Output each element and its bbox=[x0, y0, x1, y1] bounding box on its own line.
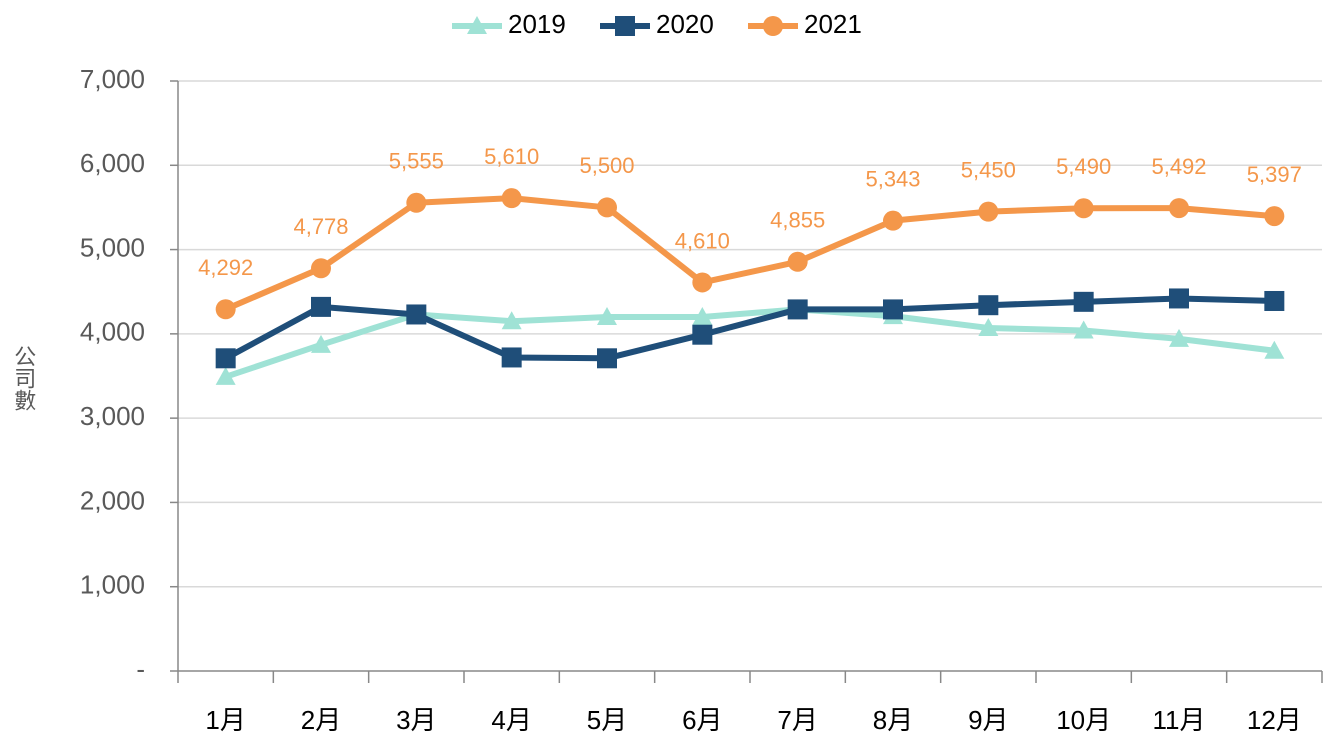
x-tick-label: 5月 bbox=[587, 705, 627, 735]
y-tick-label: 3,000 bbox=[80, 401, 145, 431]
marker bbox=[406, 192, 427, 213]
marker bbox=[883, 299, 903, 320]
legend-label: 2021 bbox=[804, 9, 862, 39]
data-label: 4,778 bbox=[293, 214, 348, 239]
marker bbox=[1169, 328, 1189, 347]
marker bbox=[501, 311, 522, 330]
x-tick-label: 6月 bbox=[682, 705, 722, 735]
marker bbox=[1264, 206, 1285, 227]
marker bbox=[978, 317, 999, 336]
x-tick-label: 2月 bbox=[301, 705, 341, 735]
y-tick-label: 4,000 bbox=[80, 317, 145, 347]
marker bbox=[787, 299, 808, 320]
data-label: 5,555 bbox=[389, 149, 444, 174]
x-tick-label: 9月 bbox=[968, 705, 1008, 735]
y-tick-label: 2,000 bbox=[80, 485, 145, 515]
y-tick-label: 5,000 bbox=[80, 232, 145, 262]
marker bbox=[787, 251, 808, 272]
marker bbox=[501, 347, 522, 368]
marker bbox=[692, 272, 713, 293]
y-tick-label: 6,000 bbox=[80, 148, 145, 178]
marker bbox=[467, 16, 487, 34]
data-label: 5,343 bbox=[865, 166, 920, 191]
y-axis-label: 公司數 bbox=[11, 345, 36, 411]
x-tick-label: 7月 bbox=[777, 705, 817, 735]
marker bbox=[1073, 320, 1094, 339]
marker bbox=[1264, 290, 1285, 311]
marker bbox=[692, 324, 713, 345]
marker bbox=[1264, 340, 1285, 359]
marker bbox=[978, 295, 999, 316]
marker bbox=[501, 188, 522, 209]
marker bbox=[406, 304, 427, 325]
marker bbox=[1073, 291, 1094, 312]
x-tick-label: 4月 bbox=[491, 705, 531, 735]
data-label: 5,500 bbox=[579, 153, 634, 178]
data-label: 4,292 bbox=[198, 255, 253, 280]
marker bbox=[215, 366, 236, 385]
data-label: 4,855 bbox=[770, 208, 825, 233]
data-label: 5,490 bbox=[1056, 154, 1111, 179]
data-label: 5,450 bbox=[961, 157, 1016, 182]
x-tick-label: 3月 bbox=[396, 705, 436, 735]
marker bbox=[311, 296, 331, 317]
marker bbox=[763, 16, 783, 36]
data-label: 4,610 bbox=[675, 228, 730, 253]
y-tick-label: 1,000 bbox=[80, 570, 145, 600]
data-label: 5,610 bbox=[484, 144, 539, 169]
marker bbox=[311, 334, 331, 353]
y-tick-label: 7,000 bbox=[80, 64, 145, 94]
series-line bbox=[224, 195, 1275, 313]
marker bbox=[1169, 288, 1189, 309]
marker bbox=[215, 348, 236, 369]
series-line bbox=[224, 306, 1275, 380]
x-tick-label: 10月 bbox=[1056, 705, 1111, 735]
marker bbox=[692, 307, 713, 325]
series-line bbox=[224, 295, 1275, 362]
data-label: 5,492 bbox=[1151, 154, 1206, 179]
marker bbox=[1073, 198, 1094, 219]
marker bbox=[597, 348, 617, 369]
legend-label: 2019 bbox=[508, 9, 566, 39]
y-tick-label: - bbox=[136, 654, 145, 684]
legend-label: 2020 bbox=[656, 9, 714, 39]
marker bbox=[883, 210, 903, 231]
marker bbox=[978, 201, 999, 222]
x-tick-label: 12月 bbox=[1247, 705, 1302, 735]
marker bbox=[597, 307, 617, 325]
marker bbox=[615, 16, 635, 36]
x-tick-label: 8月 bbox=[873, 705, 913, 735]
marker bbox=[215, 299, 236, 320]
marker bbox=[311, 258, 331, 279]
x-tick-label: 11月 bbox=[1153, 705, 1206, 735]
data-label: 5,397 bbox=[1247, 162, 1302, 187]
x-tick-label: 1月 bbox=[205, 705, 245, 735]
marker bbox=[1169, 198, 1189, 219]
marker bbox=[597, 197, 617, 218]
